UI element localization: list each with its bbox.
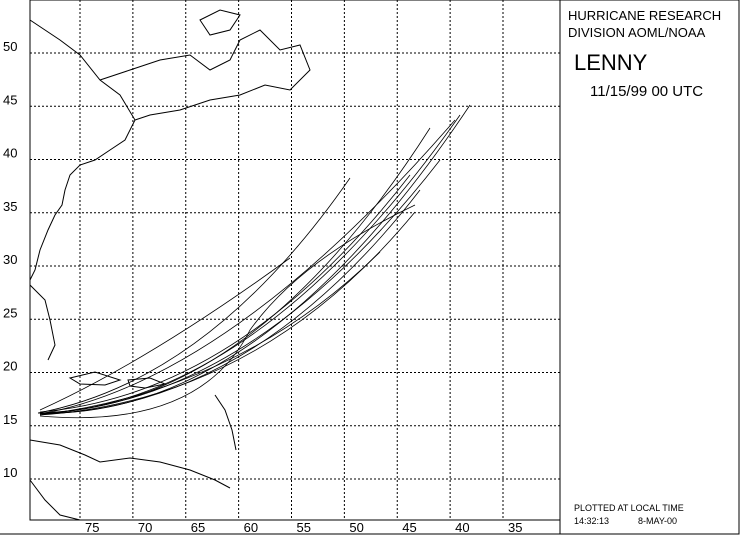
lon-tick-label: 60	[244, 520, 258, 535]
plot-time: 14:32:13	[574, 516, 609, 526]
lon-tick-label: 35	[508, 520, 522, 535]
lon-tick-label: 55	[297, 520, 311, 535]
coastlines	[29, 9, 311, 521]
storm-name: LENNY	[574, 50, 648, 75]
lat-tick-label: 15	[3, 412, 17, 427]
lat-tick-label: 40	[3, 146, 17, 161]
lon-tick-label: 65	[191, 520, 205, 535]
lon-tick-label: 50	[349, 520, 363, 535]
lat-tick-label: 45	[3, 92, 17, 107]
lon-tick-label: 40	[455, 520, 469, 535]
lat-tick-label: 20	[3, 359, 17, 374]
agency-line2: DIVISION AOML/NOAA	[568, 25, 706, 40]
plot-note: PLOTTED AT LOCAL TIME	[574, 503, 684, 513]
forecast-tracks	[37, 104, 471, 419]
map-frame	[29, 0, 561, 521]
lon-tick-label: 70	[138, 520, 152, 535]
forecast-datetime: 11/15/99 00 UTC	[590, 83, 703, 100]
lat-tick-label: 30	[3, 252, 17, 267]
info-panel	[559, 0, 740, 535]
lat-tick-label: 35	[3, 199, 17, 214]
lat-tick-label: 50	[3, 39, 17, 54]
lat-tick-label: 10	[3, 465, 17, 480]
lon-tick-label: 75	[85, 520, 99, 535]
lat-tick-label: 25	[3, 305, 17, 320]
plot-date: 8-MAY-00	[638, 516, 677, 526]
lon-tick-label: 45	[402, 520, 416, 535]
grid	[30, 0, 560, 520]
agency-line1: HURRICANE RESEARCH	[568, 8, 721, 23]
